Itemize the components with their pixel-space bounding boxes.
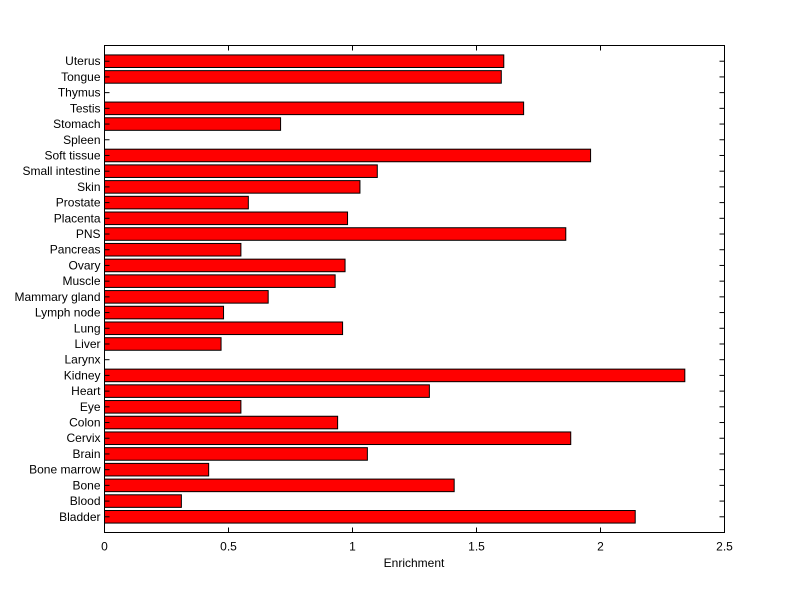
y-tick-label: Soft tissue — [44, 148, 100, 162]
bar-uterus — [104, 54, 505, 68]
y-tick-label: Brain — [72, 447, 100, 461]
y-tick-label: Bladder — [59, 510, 100, 524]
y-tick-label: Cervix — [66, 431, 100, 445]
y-tick-label: Blood — [70, 494, 101, 508]
y-tick-label: Stomach — [53, 117, 100, 131]
bars-group — [104, 54, 686, 524]
y-tick-label: Spleen — [63, 133, 100, 147]
bar-muscle — [104, 274, 336, 288]
y-tick-label: Heart — [71, 384, 101, 398]
y-tick-label: Ovary — [68, 258, 100, 272]
y-tick-label: Lung — [74, 321, 101, 335]
y-tick-label: Eye — [80, 400, 101, 414]
y-tick-label: PNS — [76, 227, 101, 241]
x-tick-label: 0 — [101, 540, 108, 554]
bar-placenta — [104, 211, 349, 226]
y-tick-label: Bone — [72, 478, 100, 492]
y-tick-label: Liver — [74, 337, 100, 351]
bar-brain — [104, 447, 368, 461]
bar-prostate — [104, 195, 249, 210]
bar-stomach — [104, 117, 282, 131]
y-tick-label: Muscle — [62, 274, 100, 288]
y-tick-label: Pancreas — [50, 243, 101, 257]
x-tick-label: 0.5 — [220, 540, 237, 554]
y-tick-label: Larynx — [64, 353, 100, 367]
y-tick-label: Mammary gland — [14, 290, 100, 304]
bar-colon — [104, 415, 339, 430]
y-tick-label: Testis — [70, 101, 101, 115]
bar-pancreas — [104, 242, 242, 257]
y-tick-label: Placenta — [54, 211, 101, 225]
x-tick-label: 1.5 — [468, 540, 485, 554]
bar-tongue — [104, 70, 502, 84]
bar-bone-marrow — [104, 462, 210, 477]
y-tick-label: Prostate — [56, 196, 101, 210]
bar-skin — [104, 180, 361, 194]
bar-cervix — [104, 431, 572, 446]
plot-frame — [104, 45, 725, 533]
bar-bone — [104, 478, 455, 493]
y-tick-label: Small intestine — [22, 164, 100, 178]
bar-lung — [104, 321, 344, 336]
bar-pns — [104, 227, 567, 241]
bar-bladder — [104, 510, 636, 524]
y-tick-label: Colon — [69, 416, 100, 430]
x-tick-label: 1 — [349, 540, 356, 554]
y-tick-label: Uterus — [65, 54, 100, 68]
bar-ovary — [104, 258, 346, 273]
bar-small-intestine — [104, 164, 378, 178]
x-tick-label: 2.5 — [716, 540, 733, 554]
y-tick-label: Kidney — [64, 368, 101, 382]
bar-soft-tissue — [104, 148, 592, 163]
x-axis-label: Enrichment — [384, 556, 445, 570]
bar-heart — [104, 384, 430, 398]
bar-mammary-gland — [104, 290, 269, 304]
y-tick-label: Skin — [77, 180, 100, 194]
bar-testis — [104, 101, 525, 116]
y-tick-label: Tongue — [61, 70, 101, 84]
bar-liver — [104, 337, 222, 351]
y-tick-label: Lymph node — [35, 306, 101, 320]
bar-lymph-node — [104, 305, 225, 320]
bar-kidney — [104, 368, 686, 383]
y-tick-label: Bone marrow — [29, 463, 101, 477]
y-tick-label: Thymus — [58, 86, 101, 100]
x-tick-label: 2 — [597, 540, 604, 554]
bar-eye — [104, 400, 242, 414]
bar-blood — [104, 494, 182, 508]
